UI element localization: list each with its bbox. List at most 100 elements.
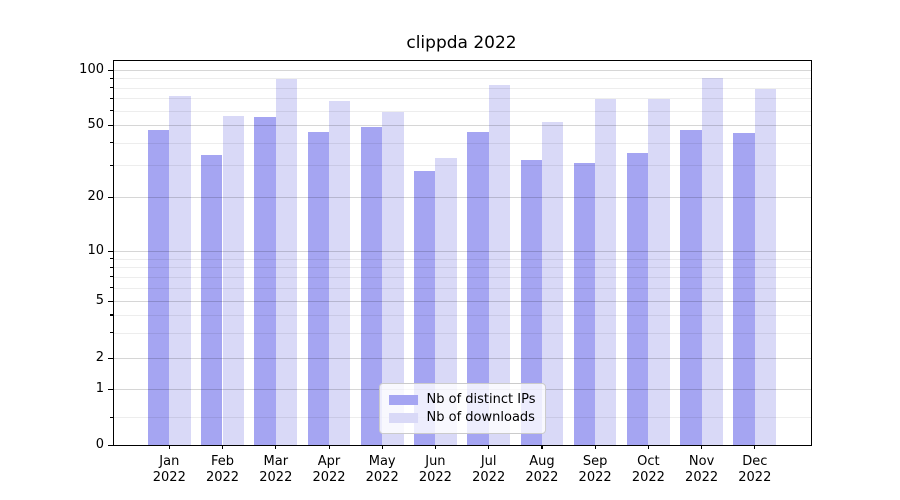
- y-tick: [108, 124, 113, 126]
- x-tick-label: Aug 2022: [506, 454, 578, 486]
- bar-downloads-mar: [275, 79, 298, 445]
- y-tick-minor: [110, 332, 113, 334]
- bar-ips-may: [360, 126, 383, 445]
- x-tick-label-month: Nov: [688, 454, 715, 469]
- x-tick-label-year: 2022: [259, 470, 293, 485]
- bar-ips-apr: [307, 131, 329, 445]
- y-tick-label: 20: [87, 189, 104, 204]
- y-tick-label: 0: [95, 437, 104, 452]
- x-tick: [328, 445, 330, 449]
- y-tick: [108, 444, 113, 446]
- bar-ips-nov: [680, 129, 702, 445]
- bar-downloads-jun: [435, 157, 457, 445]
- bar-downloads-nov: [701, 78, 723, 445]
- y-tick-minor: [110, 258, 113, 260]
- x-tick-label: Mar 2022: [240, 454, 312, 486]
- x-tick: [647, 445, 650, 449]
- x-tick-label: Jul 2022: [453, 454, 525, 486]
- bar-ips-mar: [254, 117, 276, 445]
- y-tick: [108, 357, 113, 359]
- gridline-major: [114, 70, 811, 71]
- bar-downloads-feb: [222, 116, 244, 445]
- y-tick-minor: [110, 276, 113, 278]
- x-tick-label: Jan 2022: [133, 454, 205, 486]
- bar-ips-dec: [733, 133, 755, 445]
- x-tick-label: Sep 2022: [559, 454, 631, 486]
- legend-swatch-ips: [388, 394, 418, 405]
- bar-ips-jul: [467, 131, 489, 445]
- y-tick-minor: [110, 110, 113, 112]
- x-tick-label-year: 2022: [631, 470, 665, 485]
- x-tick: [594, 445, 596, 449]
- x-tick-label-year: 2022: [418, 470, 452, 485]
- x-tick-label: Apr 2022: [293, 454, 365, 486]
- bar-downloads-aug: [541, 121, 564, 445]
- y-tick-label: 100: [79, 62, 104, 77]
- x-tick-label-month: Jul: [480, 454, 497, 469]
- x-tick-label-month: Jun: [425, 454, 446, 469]
- x-tick-label-month: Mar: [263, 454, 289, 469]
- x-tick-label-month: Jan: [159, 454, 180, 469]
- x-tick: [541, 445, 543, 449]
- x-tick-label: Feb 2022: [187, 454, 259, 486]
- y-tick: [108, 250, 113, 252]
- chart-title: clippda 2022: [406, 33, 517, 53]
- y-tick-label: 50: [87, 117, 104, 132]
- bar-ips-jun: [414, 170, 436, 445]
- x-tick-label-month: Sep: [582, 454, 608, 469]
- x-tick-label-month: May: [368, 454, 396, 469]
- x-tick-label: Dec 2022: [719, 454, 791, 486]
- legend: Nb of distinct IPs Nb of downloads: [378, 383, 547, 434]
- y-tick-minor: [110, 87, 113, 89]
- bar-ips-sep: [573, 162, 596, 445]
- x-tick-label-year: 2022: [365, 470, 399, 485]
- x-tick: [488, 445, 490, 449]
- x-tick-label: May 2022: [346, 454, 418, 486]
- x-tick: [381, 445, 383, 449]
- y-tick-minor: [110, 287, 113, 289]
- x-tick-label-year: 2022: [525, 470, 559, 485]
- x-tick-label: Oct 2022: [612, 454, 684, 486]
- x-tick-label-year: 2022: [472, 470, 506, 485]
- bar-downloads-may: [382, 111, 404, 445]
- bar-downloads-oct: [648, 99, 670, 445]
- y-tick-label: 5: [95, 293, 104, 308]
- bar-ips-feb: [201, 155, 223, 445]
- x-tick-label: Nov 2022: [666, 454, 738, 486]
- bar-ips-jan: [147, 129, 170, 445]
- y-tick: [108, 300, 113, 302]
- legend-label: Nb of distinct IPs: [426, 392, 536, 407]
- y-tick-label: 1: [95, 381, 104, 396]
- y-tick-minor: [110, 142, 113, 144]
- bar-downloads-sep: [595, 99, 617, 445]
- x-tick-label-year: 2022: [578, 470, 612, 485]
- y-tick-minor: [110, 314, 113, 316]
- x-tick-label: Jun 2022: [399, 454, 471, 486]
- bar-downloads-apr: [329, 100, 351, 445]
- plot-area: 0 1 2 5 10 20 50 100 Jan 2022 Feb 2022 Mar 2022 Apr 202…: [79, 60, 812, 485]
- x-tick-label-year: 2022: [152, 470, 186, 485]
- y-tick-minor: [110, 77, 113, 79]
- legend-label: Nb of downloads: [426, 410, 535, 425]
- x-tick-label-year: 2022: [312, 470, 346, 485]
- bar-ips-aug: [520, 160, 542, 445]
- bar-ips-oct: [627, 153, 649, 445]
- y-tick-minor: [110, 416, 113, 418]
- x-tick: [754, 445, 756, 449]
- x-tick-label-year: 2022: [685, 470, 719, 485]
- x-tick-label-year: 2022: [205, 470, 240, 485]
- legend-row: Nb of distinct IPs: [388, 392, 536, 407]
- x-tick-label-year: 2022: [738, 470, 772, 485]
- y-tick-label: 10: [87, 243, 104, 258]
- x-tick: [275, 445, 277, 449]
- legend-swatch-downloads: [388, 412, 418, 423]
- legend-row: Nb of downloads: [388, 410, 536, 425]
- y-tick: [108, 69, 113, 71]
- y-tick: [108, 388, 113, 390]
- y-tick-minor: [110, 266, 113, 268]
- x-tick-label-month: Feb: [210, 454, 235, 469]
- bar-downloads-jul: [488, 84, 511, 445]
- x-tick: [701, 445, 703, 449]
- x-tick-label-month: Aug: [529, 454, 555, 469]
